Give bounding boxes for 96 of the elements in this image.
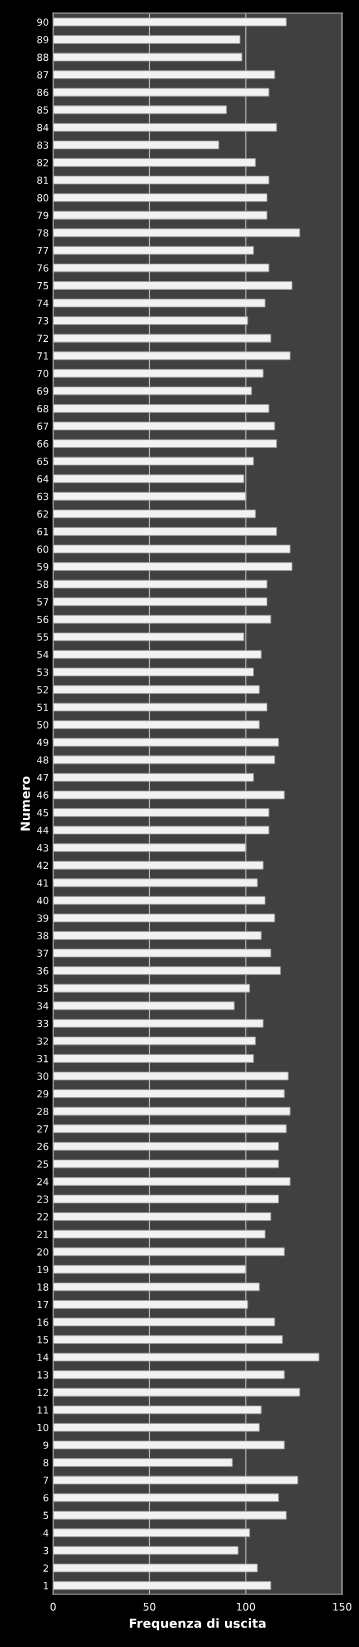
y-tick-label: 5: [43, 1511, 49, 1520]
y-tick-label: 9: [43, 1441, 49, 1449]
y-tick-label: 78: [37, 229, 49, 237]
y-tick-label: 82: [37, 158, 48, 167]
y-tick-label: 51: [37, 703, 49, 711]
y-tick-label: 41: [37, 879, 49, 887]
y-tick-label: 85: [37, 106, 49, 114]
y-tick-label: 84: [37, 123, 49, 132]
x-tick-label: 0: [50, 1602, 56, 1611]
y-tick-label: 36: [37, 967, 49, 975]
y-tick-label: 62: [37, 510, 48, 518]
y-tick-label: 76: [37, 264, 49, 272]
y-tick-label: 50: [37, 721, 49, 729]
y-tick-label: 29: [37, 1090, 49, 1098]
y-tick-label: 74: [37, 299, 49, 307]
y-tick-label: 64: [37, 475, 49, 483]
y-tick-label: 15: [37, 1336, 49, 1344]
y-tick-label: 11: [37, 1406, 49, 1414]
y-tick-label: 45: [37, 809, 49, 817]
y-tick-label: 4: [43, 1529, 49, 1537]
y-tick-label: 40: [37, 896, 49, 905]
y-tick-label: 25: [37, 1160, 49, 1168]
y-tick-label: 65: [37, 457, 49, 465]
y-tick-label: 32: [37, 1037, 48, 1045]
y-tick-label: 42: [37, 861, 48, 869]
y-tick-label: 81: [37, 176, 49, 184]
y-tick-label: 21: [37, 1230, 49, 1238]
y-tick-label: 69: [37, 387, 49, 395]
y-tick-label: 49: [37, 738, 49, 747]
y-tick-label: 34: [37, 1002, 49, 1010]
y-tick-label: 30: [37, 1072, 49, 1080]
y-tick-label: 59: [37, 563, 49, 571]
y-tick-label: 18: [37, 1283, 49, 1291]
y-tick-label: 38: [37, 931, 49, 940]
y-tick-label: 68: [37, 404, 49, 413]
y-tick-label: 67: [37, 422, 49, 430]
y-tick-label: 23: [37, 1195, 49, 1203]
y-tick-label: 19: [37, 1265, 49, 1274]
y-tick-label: 12: [37, 1388, 48, 1396]
y-tick-label: 48: [37, 756, 49, 764]
y-tick-label: 39: [37, 914, 49, 922]
y-tick-label: 58: [37, 580, 49, 588]
y-tick-label: 56: [37, 615, 49, 624]
y-tick-label: 20: [37, 1248, 49, 1256]
y-tick-label: 88: [37, 53, 49, 61]
y-tick-label: 63: [37, 492, 49, 501]
y-tick-label: 80: [37, 194, 49, 202]
y-tick-label: 3: [43, 1546, 49, 1555]
y-tick-label: 53: [37, 668, 49, 676]
y-tick-label: 54: [37, 651, 49, 659]
y-tick-label: 8: [43, 1459, 49, 1467]
x-axis-title: Frequenza di uscita: [129, 1618, 266, 1631]
y-tick-label: 28: [37, 1107, 49, 1116]
y-tick-label: 24: [37, 1177, 49, 1186]
y-tick-label: 73: [37, 317, 49, 325]
y-tick-label: 60: [37, 545, 49, 553]
y-tick-label: 47: [37, 773, 49, 782]
y-tick-label: 66: [37, 440, 49, 448]
y-tick-label: 86: [37, 88, 49, 97]
x-tick-label: 100: [237, 1602, 256, 1611]
y-tick-label: 10: [37, 1423, 49, 1432]
y-tick-label: 6: [43, 1494, 49, 1502]
y-tick-label: 33: [37, 1019, 49, 1028]
x-tick-label: 150: [333, 1602, 352, 1611]
x-tick-label: 50: [143, 1602, 156, 1611]
y-tick-label: 27: [37, 1125, 49, 1133]
y-tick-label: 17: [37, 1301, 49, 1309]
y-tick-label: 13: [37, 1371, 49, 1379]
y-tick-label: 22: [37, 1213, 48, 1221]
y-tick-label: 46: [37, 791, 49, 799]
y-tick-label: 26: [37, 1142, 49, 1151]
y-tick-label: 72: [37, 334, 48, 342]
y-tick-label: 1: [43, 1582, 49, 1590]
y-tick-label: 52: [37, 686, 48, 694]
y-tick-label: 2: [43, 1564, 48, 1572]
y-tick-label: 77: [37, 246, 49, 255]
y-tick-label: 90: [37, 18, 49, 26]
y-axis-title: Numero: [20, 776, 31, 831]
y-tick-label: 31: [37, 1054, 49, 1063]
y-tick-label: 37: [37, 949, 49, 957]
y-tick-label: 35: [37, 984, 49, 993]
y-tick-label: 44: [37, 826, 49, 834]
y-tick-label: 43: [37, 844, 49, 852]
y-tick-label: 71: [37, 352, 49, 360]
y-tick-label: 75: [37, 282, 49, 290]
y-tick-label: 16: [37, 1318, 49, 1326]
y-tick-label: 89: [37, 36, 49, 44]
y-tick-label: 14: [37, 1353, 49, 1361]
y-tick-label: 87: [37, 71, 49, 79]
y-tick-label: 7: [43, 1476, 49, 1484]
y-tick-label: 55: [37, 633, 49, 641]
y-tick-label: 83: [37, 141, 49, 149]
y-tick-label: 57: [37, 598, 49, 606]
y-tick-label: 70: [37, 369, 49, 378]
y-tick-label: 61: [37, 527, 49, 536]
y-tick-label: 79: [37, 211, 49, 220]
